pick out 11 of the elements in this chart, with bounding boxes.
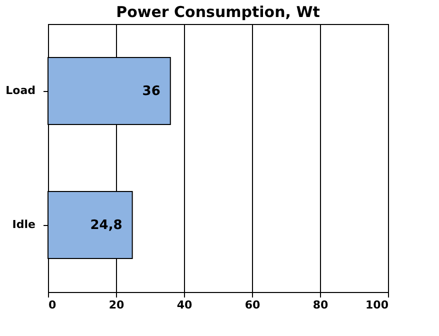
- x-tick-label: 100: [366, 298, 389, 312]
- x-tick-label: 60: [244, 298, 260, 312]
- x-tick-label: 80: [312, 298, 328, 312]
- x-tick-label: 40: [176, 298, 192, 312]
- data-label: 24,8: [90, 218, 122, 233]
- x-tick-label: 0: [48, 298, 56, 312]
- x-tick-label: 20: [108, 298, 124, 312]
- chart-title: Power Consumption, Wt: [116, 3, 320, 21]
- data-label: 36: [142, 84, 160, 99]
- y-tick-label: Idle: [12, 218, 36, 231]
- y-tick-label: Load: [6, 84, 36, 97]
